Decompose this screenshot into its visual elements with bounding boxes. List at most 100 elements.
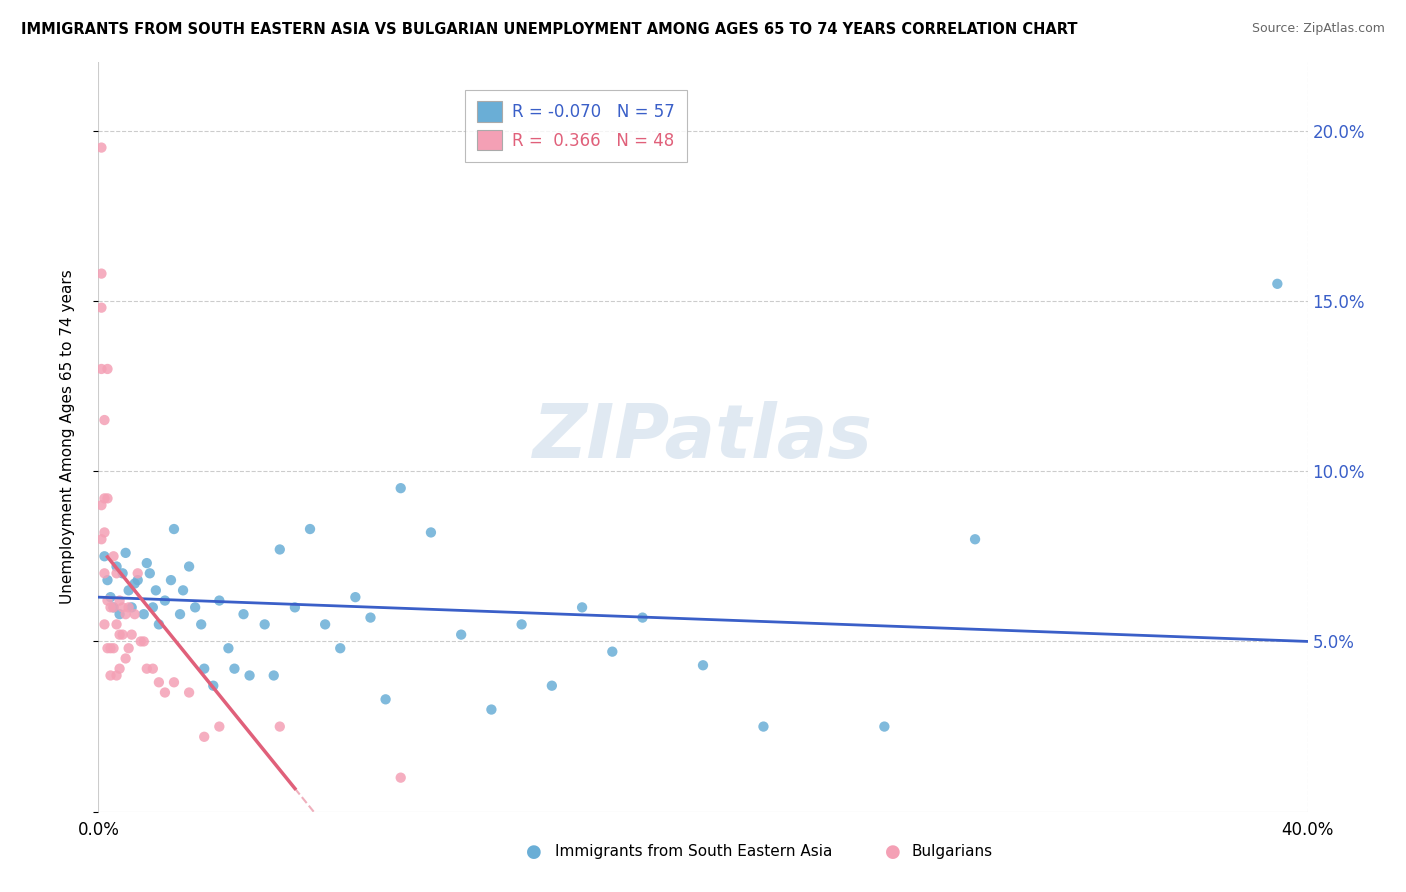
- Y-axis label: Unemployment Among Ages 65 to 74 years: Unemployment Among Ages 65 to 74 years: [60, 269, 75, 605]
- Point: [114, 607, 136, 622]
- Point: [752, 720, 775, 734]
- Point: [179, 685, 201, 699]
- Point: [93, 413, 115, 427]
- Point: [100, 641, 122, 656]
- Point: [93, 566, 115, 581]
- Point: [344, 590, 367, 604]
- Point: [111, 600, 134, 615]
- Text: Bulgarians: Bulgarians: [911, 845, 993, 859]
- Text: Source: ZipAtlas.com: Source: ZipAtlas.com: [1251, 22, 1385, 36]
- Point: [111, 566, 134, 581]
- Point: [121, 600, 143, 615]
- Point: [118, 583, 141, 598]
- Point: [232, 607, 254, 622]
- Point: [360, 610, 382, 624]
- Point: [108, 593, 131, 607]
- Point: [179, 559, 201, 574]
- Point: [96, 593, 118, 607]
- Point: [965, 533, 987, 547]
- Point: [329, 641, 352, 656]
- Point: [184, 600, 207, 615]
- Point: [389, 481, 412, 495]
- Point: [96, 573, 118, 587]
- Point: [96, 491, 118, 506]
- Point: [105, 559, 128, 574]
- Point: [90, 267, 112, 281]
- Point: [93, 525, 115, 540]
- Point: [108, 607, 131, 622]
- Text: ZIPatlas: ZIPatlas: [533, 401, 873, 474]
- Point: [172, 583, 194, 598]
- Point: [420, 525, 443, 540]
- Point: [148, 617, 170, 632]
- Point: [571, 600, 593, 615]
- Point: [93, 491, 115, 506]
- Point: [132, 607, 155, 622]
- Point: [100, 668, 122, 682]
- Point: [263, 668, 285, 682]
- Point: [103, 600, 125, 615]
- Point: [163, 675, 186, 690]
- Point: [160, 573, 183, 587]
- Point: [100, 590, 122, 604]
- Point: [631, 610, 654, 624]
- Point: [193, 730, 215, 744]
- Point: [105, 617, 128, 632]
- Point: [208, 720, 231, 734]
- Point: [90, 140, 112, 154]
- Point: [389, 771, 412, 785]
- Point: [93, 617, 115, 632]
- Text: ●: ●: [526, 843, 543, 861]
- Point: [108, 627, 131, 641]
- Point: [153, 685, 176, 699]
- Point: [93, 549, 115, 564]
- Point: [90, 533, 112, 547]
- Point: [269, 542, 291, 557]
- Point: [139, 566, 162, 581]
- Point: [148, 675, 170, 690]
- Point: [269, 720, 291, 734]
- Point: [299, 522, 322, 536]
- Point: [481, 702, 503, 716]
- Point: [90, 362, 112, 376]
- Point: [103, 641, 125, 656]
- Point: [90, 498, 112, 512]
- Text: IMMIGRANTS FROM SOUTH EASTERN ASIA VS BULGARIAN UNEMPLOYMENT AMONG AGES 65 TO 74: IMMIGRANTS FROM SOUTH EASTERN ASIA VS BU…: [21, 22, 1077, 37]
- Point: [284, 600, 307, 615]
- Point: [253, 617, 276, 632]
- Point: [510, 617, 533, 632]
- Point: [111, 627, 134, 641]
- Point: [114, 651, 136, 665]
- Legend: R = -0.070   N = 57, R =  0.366   N = 48: R = -0.070 N = 57, R = 0.366 N = 48: [465, 89, 686, 161]
- Point: [105, 668, 128, 682]
- Point: [540, 679, 562, 693]
- Point: [135, 556, 157, 570]
- Point: [118, 641, 141, 656]
- Point: [96, 641, 118, 656]
- Point: [90, 301, 112, 315]
- Point: [239, 668, 262, 682]
- Point: [193, 662, 215, 676]
- Point: [100, 600, 122, 615]
- Point: [142, 600, 165, 615]
- Point: [873, 720, 896, 734]
- Point: [103, 600, 125, 615]
- Point: [103, 549, 125, 564]
- Point: [602, 645, 624, 659]
- Point: [118, 600, 141, 615]
- Point: [145, 583, 167, 598]
- Point: [169, 607, 191, 622]
- Point: [692, 658, 714, 673]
- Point: [127, 566, 149, 581]
- Point: [163, 522, 186, 536]
- Point: [202, 679, 225, 693]
- Point: [96, 362, 118, 376]
- Point: [105, 566, 128, 581]
- Point: [153, 593, 176, 607]
- Point: [314, 617, 336, 632]
- Point: [1267, 277, 1289, 291]
- Point: [190, 617, 212, 632]
- Point: [124, 576, 146, 591]
- Point: [217, 641, 239, 656]
- Point: [121, 627, 143, 641]
